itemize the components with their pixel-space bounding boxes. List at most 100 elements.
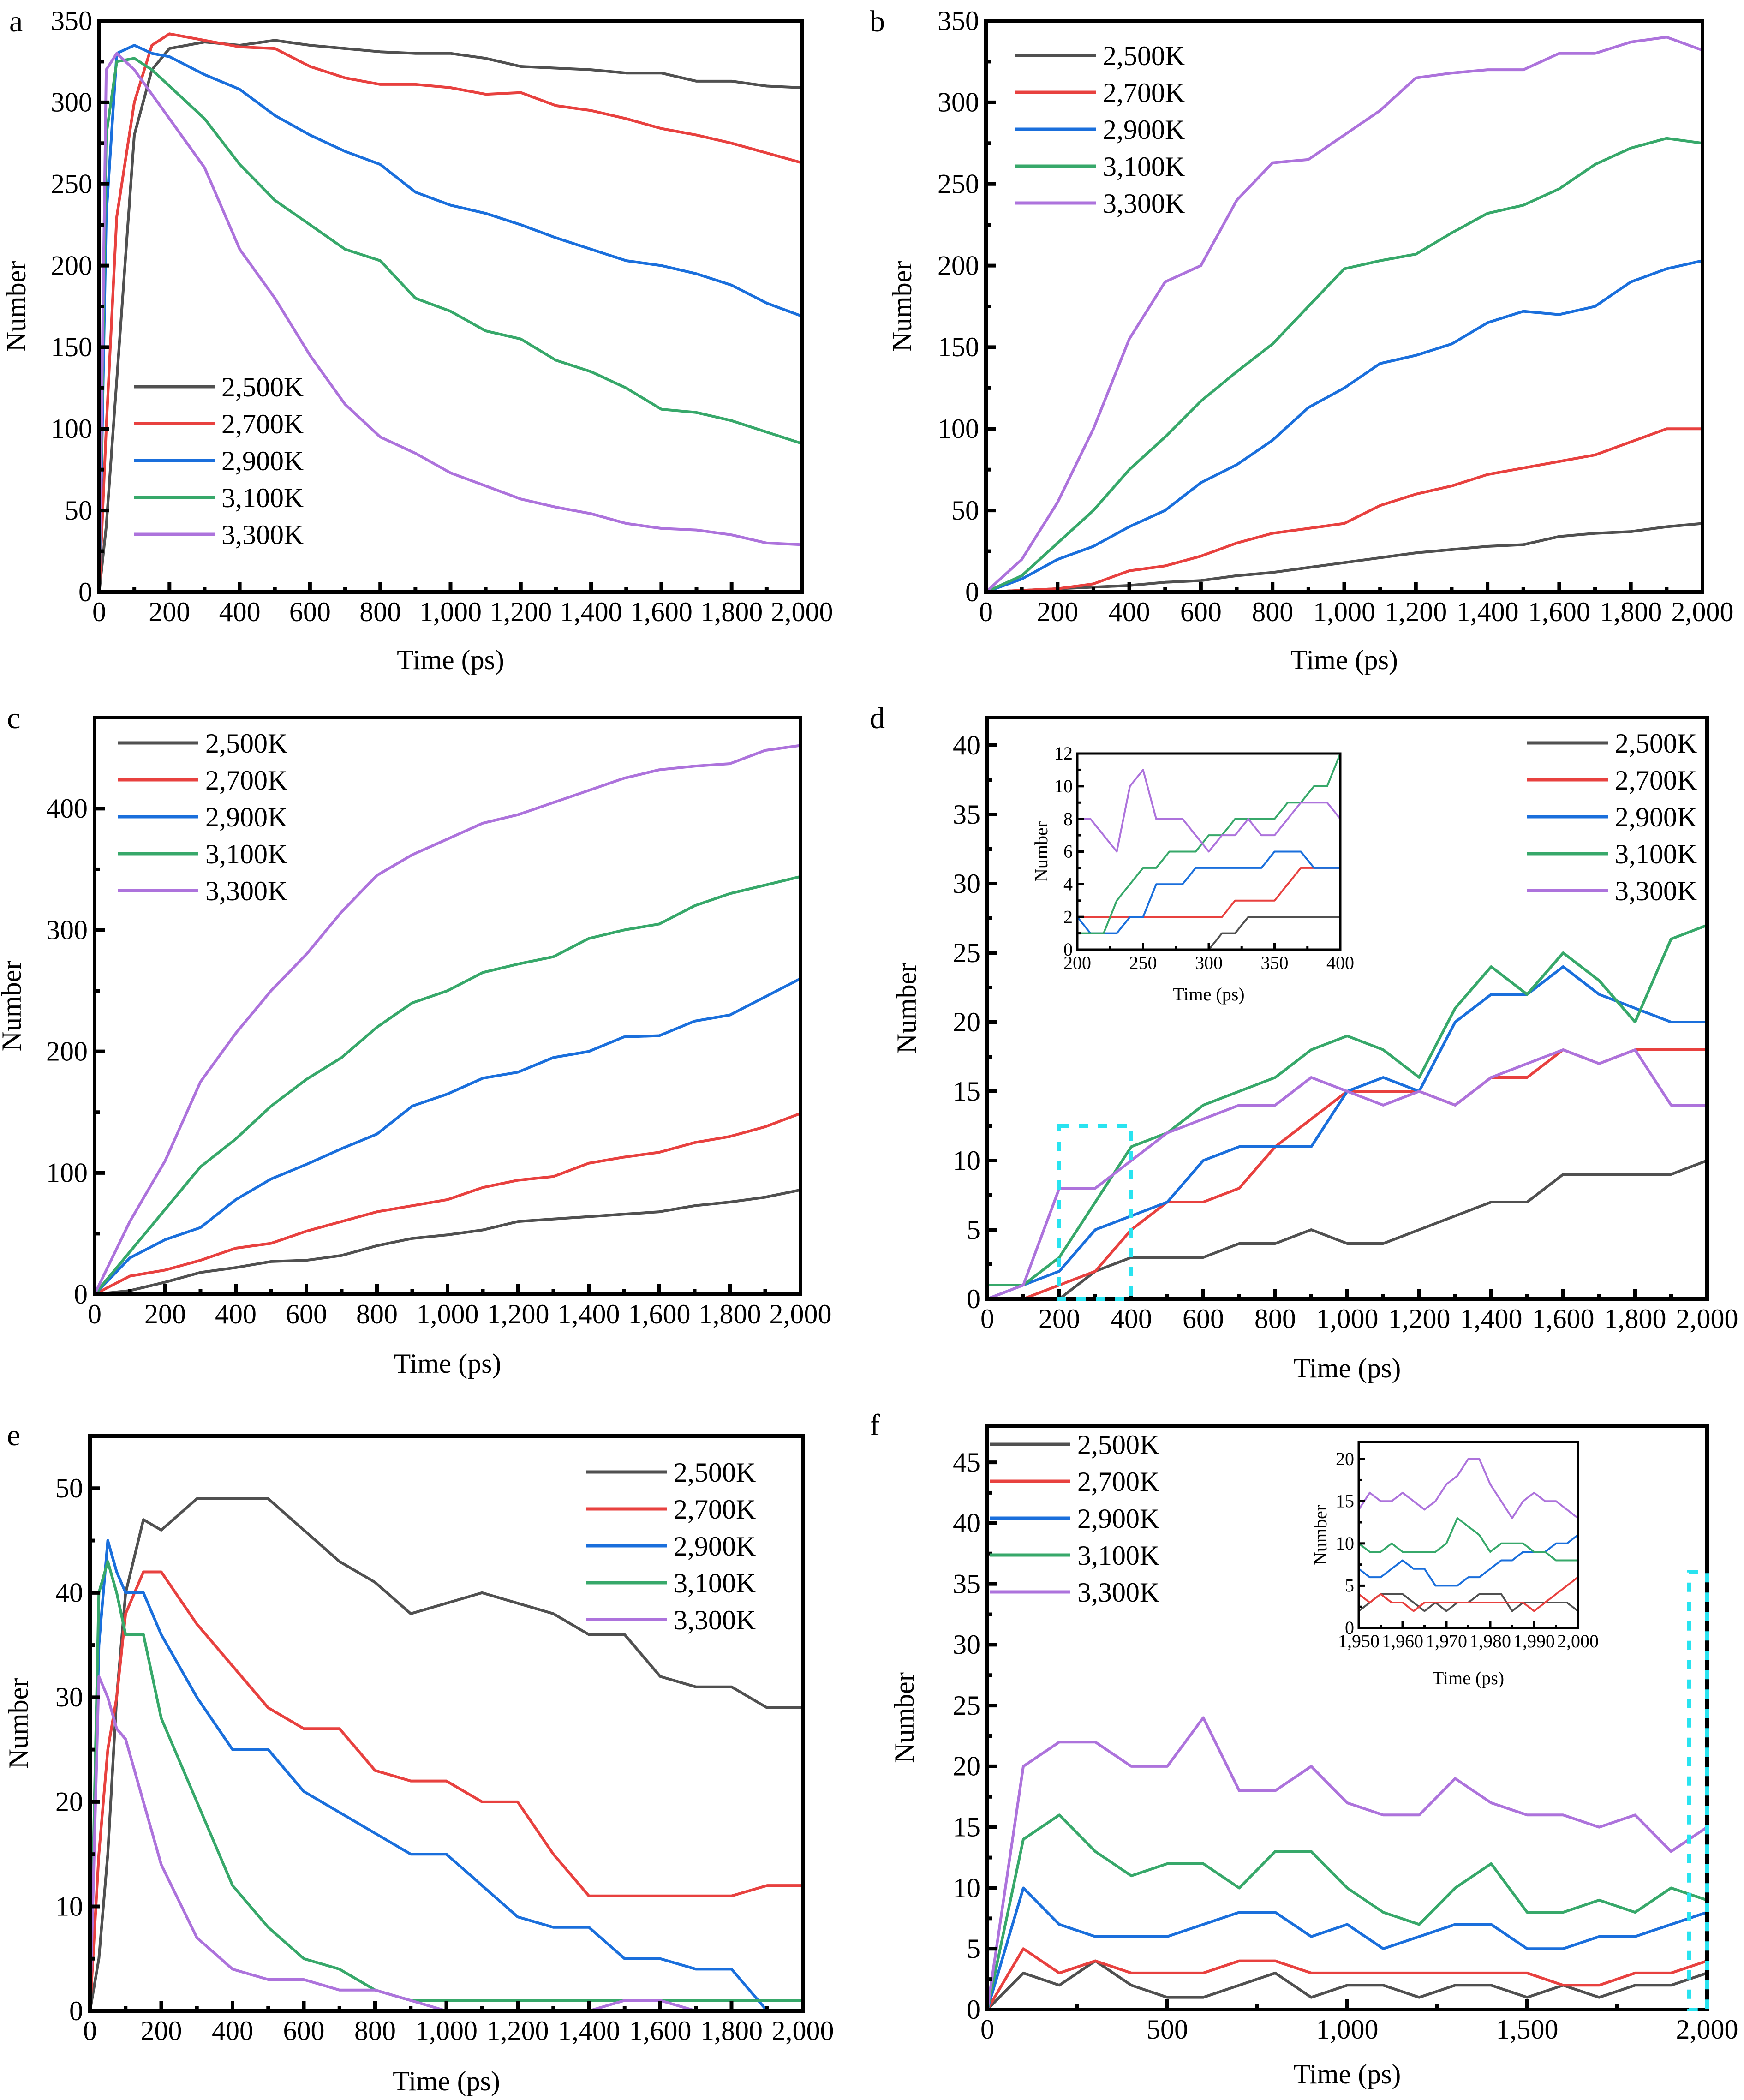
- y-axis-title: Number: [889, 1672, 920, 1763]
- x-tick-label: 1,400: [558, 2016, 620, 2046]
- y-tick-label: 40: [953, 1508, 980, 1538]
- y-tick-label: 150: [938, 332, 979, 362]
- x-axis-title: Time (ps): [1290, 645, 1398, 675]
- panel-c: c 0 200 400 600 800 1,000 1,200 1,400 1,600 1,800 2…: [0, 701, 832, 1379]
- series-group: [1077, 754, 1340, 950]
- legend-label: 2,700K: [674, 1494, 756, 1525]
- legend-label: 3,300K: [1103, 188, 1185, 219]
- x-tick-label: 200: [1037, 597, 1078, 627]
- legend-label: 2,900K: [205, 802, 287, 832]
- x-tick-label: 1,990: [1513, 1631, 1555, 1651]
- panel-d: d0 200 400 600 800 1,000 1,200 1,400 1,600 1,800 2…: [870, 701, 1738, 1383]
- x-tick-label: 300: [1195, 952, 1223, 973]
- y-tick-label: 40: [55, 1578, 83, 1608]
- x-tick-label: 0: [83, 2016, 97, 2046]
- series-line-2900K: [1077, 850, 1340, 934]
- legend-label: 3,100K: [1077, 1540, 1159, 1571]
- legend-item: 2,500K: [1527, 728, 1697, 759]
- legend-item: 3,100K: [118, 839, 287, 869]
- y-tick-label: 6: [1063, 841, 1073, 862]
- y-tick-label: 12: [1054, 743, 1073, 764]
- y-tick-label: 15: [953, 1076, 980, 1107]
- legend-item: 2,700K: [134, 409, 304, 439]
- y-tick-label: 300: [938, 87, 979, 118]
- x-tick-label: 1,000: [1313, 597, 1375, 627]
- legend: 2,500K 2,700K 2,900K 3,100K 3,300K: [586, 1457, 756, 1635]
- y-tick-label: 10: [953, 1873, 980, 1903]
- panel-label: f: [870, 1408, 880, 1442]
- x-tick-label: 400: [215, 1299, 257, 1329]
- x-tick-label: 1,960: [1382, 1631, 1423, 1651]
- legend-item: 3,300K: [1527, 876, 1697, 906]
- x-axis-title: Time (ps): [393, 2066, 500, 2096]
- x-tick-label: 2,000: [1557, 1631, 1599, 1651]
- y-tick-label: 10: [1336, 1533, 1354, 1554]
- y-tick-label: 250: [51, 169, 92, 199]
- plot-frame: [97, 19, 804, 594]
- y-tick-label: 30: [55, 1682, 83, 1712]
- x-tick-label: 0: [980, 1304, 994, 1334]
- series-group: [99, 32, 802, 592]
- y-tick-label: 200: [938, 250, 979, 281]
- y-tick-label: 350: [938, 6, 979, 36]
- legend-item: 2,700K: [586, 1494, 756, 1525]
- legend-item: 2,900K: [1015, 114, 1185, 145]
- y-tick-label: 100: [51, 413, 92, 444]
- y-tick-label: 50: [65, 495, 92, 526]
- plot-frame: [1357, 1441, 1579, 1629]
- legend: 2,500K 2,700K 2,900K 3,100K 3,300K: [1015, 41, 1185, 219]
- series-line-2700K: [1077, 867, 1340, 918]
- x-tick-label: 1,200: [487, 1299, 549, 1329]
- y-tick-label: 10: [55, 1891, 83, 1921]
- y-tick-label: 25: [953, 1690, 980, 1721]
- x-tick-label: 200: [141, 2016, 182, 2046]
- series-line-2900K: [95, 977, 800, 1294]
- y-tick-label: 25: [953, 938, 980, 968]
- x-tick-label: 2,000: [1672, 597, 1734, 627]
- y-tick-label: 400: [46, 793, 88, 824]
- y-axis-title: Number: [887, 261, 917, 352]
- x-tick-label: 400: [219, 597, 261, 627]
- x-axis-title: Time (ps): [1433, 1668, 1504, 1688]
- y-tick-label: 20: [1336, 1448, 1354, 1469]
- x-tick-label: 1,800: [700, 597, 763, 627]
- legend-label: 2,900K: [1103, 114, 1185, 145]
- series-line-3100K: [95, 875, 800, 1294]
- y-tick-label: 40: [953, 730, 980, 760]
- legend-item: 3,100K: [1527, 839, 1697, 869]
- series-line-3100K: [987, 1813, 1707, 2010]
- y-tick-label: 0: [1063, 939, 1073, 960]
- y-tick-label: 0: [965, 577, 979, 607]
- series-line-2500K: [1077, 916, 1340, 950]
- x-tick-label: 1,800: [1604, 1304, 1666, 1334]
- y-tick-label: 45: [953, 1447, 980, 1478]
- x-tick-label: 1,600: [630, 597, 693, 627]
- y-axis-title: Number: [1, 261, 31, 352]
- y-tick-label: 5: [967, 1215, 980, 1245]
- series-line-2500K: [99, 39, 802, 592]
- legend-label: 3,300K: [221, 520, 304, 550]
- series-line-2700K: [95, 1112, 800, 1294]
- series-line-2700K: [99, 32, 802, 592]
- legend-label: 3,100K: [674, 1568, 756, 1598]
- x-tick-label: 0: [88, 1299, 102, 1329]
- legend-item: 2,900K: [990, 1503, 1159, 1534]
- series-line-3300K: [95, 744, 800, 1294]
- legend-label: 2,700K: [205, 765, 287, 796]
- x-tick-label: 400: [1326, 952, 1354, 973]
- x-tick-label: 1,500: [1496, 2014, 1559, 2045]
- legend-label: 3,300K: [205, 876, 287, 906]
- x-tick-label: 1,600: [1532, 1304, 1595, 1334]
- y-tick-label: 8: [1063, 808, 1073, 829]
- series-line-3300K: [1359, 1458, 1578, 1519]
- y-tick-label: 20: [953, 1007, 980, 1037]
- panel-label: b: [870, 5, 885, 38]
- series-group: [90, 1497, 803, 2011]
- legend-label: 2,900K: [674, 1531, 756, 1562]
- x-tick-label: 500: [1147, 2014, 1188, 2045]
- panel-label: c: [7, 701, 20, 735]
- y-tick-label: 35: [953, 1568, 980, 1599]
- x-axis-title: Time (ps): [1173, 984, 1244, 1005]
- x-tick-label: 1,800: [700, 2016, 763, 2046]
